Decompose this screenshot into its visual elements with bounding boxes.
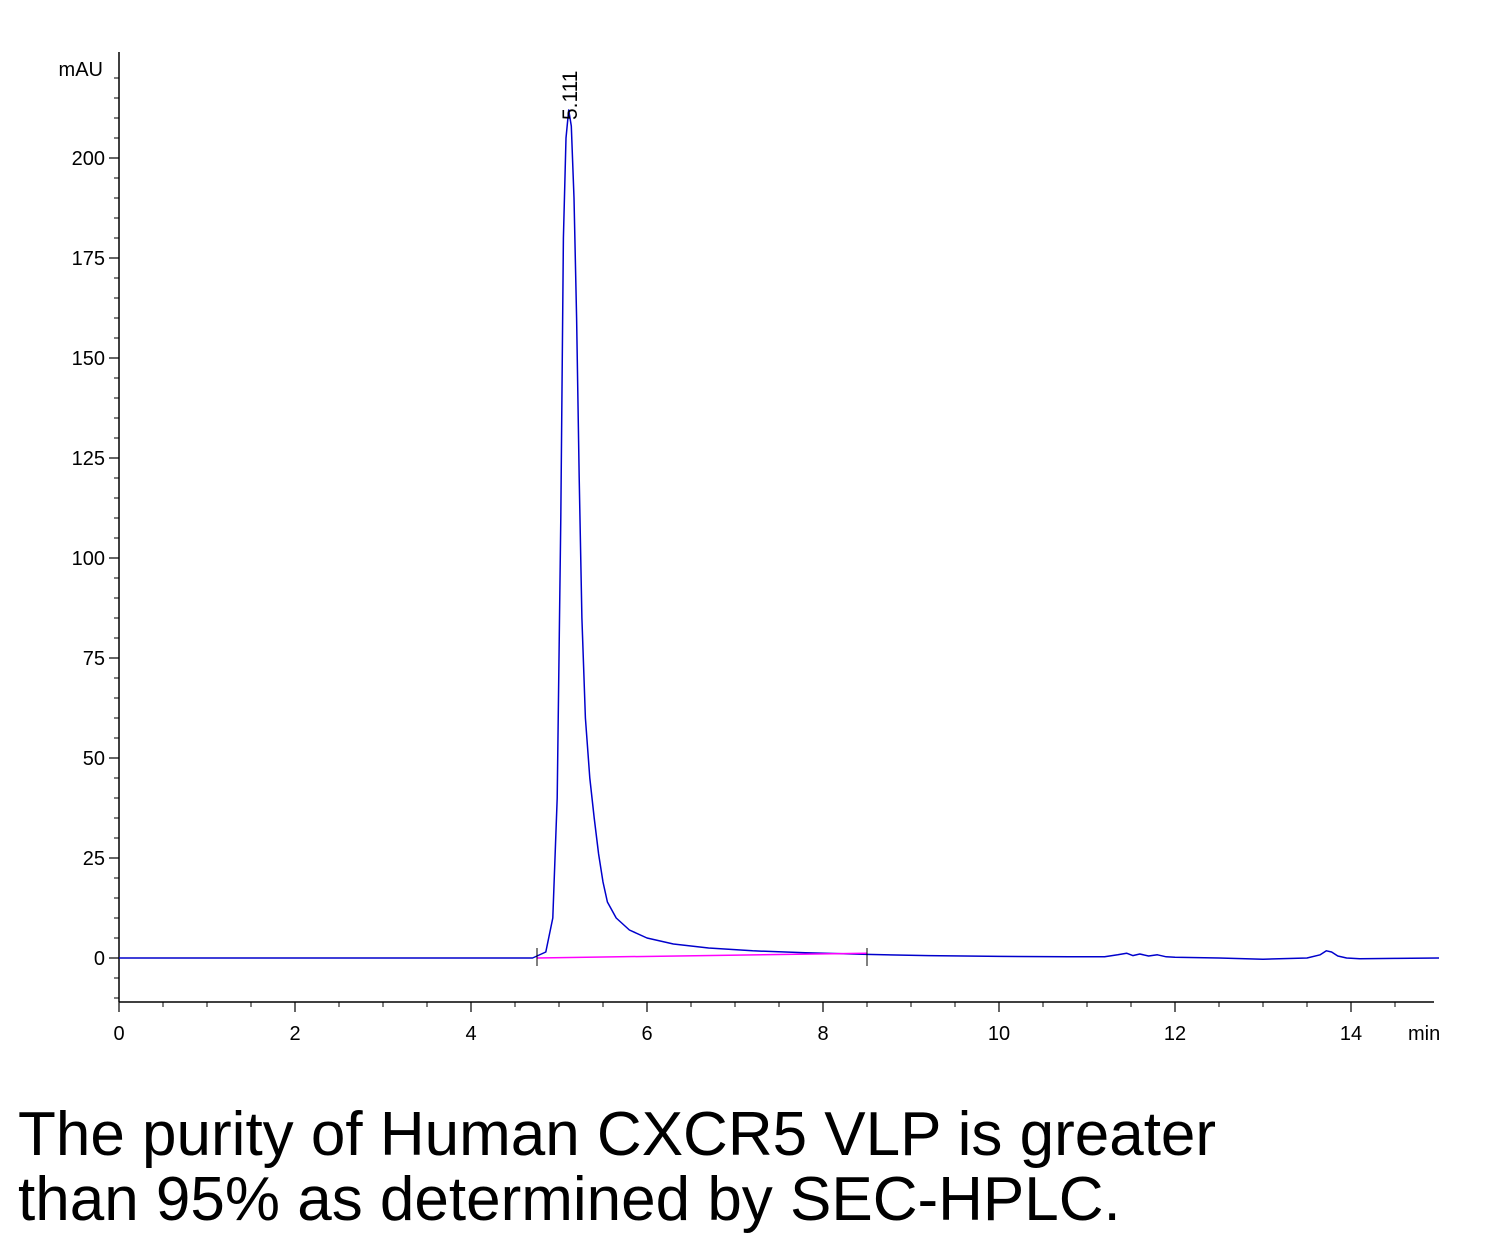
x-tick-label: 8 <box>817 1023 828 1045</box>
caption-line-2: than 95% as determined by SEC-HPLC. <box>18 1165 1121 1235</box>
peak-label: 5.111 <box>559 71 582 120</box>
y-tick-label: 100 <box>72 548 105 570</box>
annotation-layer: 5.111 <box>536 71 868 966</box>
axes: 0 25 50 75 100 125 150 175 200 mAU 0 2 4 6 8 10 12 14 min <box>59 52 1440 1045</box>
x-tick-label: 10 <box>988 1023 1010 1045</box>
y-unit-label: mAU <box>59 59 103 81</box>
x-unit-label: min <box>1408 1023 1440 1045</box>
x-tick-label: 14 <box>1340 1023 1362 1045</box>
y-tick-label: 0 <box>94 948 105 970</box>
caption-line-1: The purity of Human CXCR5 VLP is greater <box>18 1100 1217 1169</box>
y-tick-label: 25 <box>83 848 105 870</box>
y-tick-label: 125 <box>72 448 105 470</box>
x-tick-label: 0 <box>113 1023 124 1045</box>
x-tick-label: 4 <box>465 1023 476 1045</box>
y-tick-label: 50 <box>83 748 105 770</box>
y-tick-label: 175 <box>72 248 105 270</box>
caption: The purity of Human CXCR5 VLP is greater… <box>18 1102 1478 1232</box>
series-line-2 <box>536 952 868 959</box>
x-tick-label: 2 <box>289 1023 300 1045</box>
x-tick-label: 6 <box>641 1023 652 1045</box>
series-line-1 <box>119 109 1440 960</box>
y-tick-label: 75 <box>83 648 105 670</box>
x-tick-label: 12 <box>1164 1023 1186 1045</box>
series-layer <box>119 109 1440 960</box>
y-tick-label: 200 <box>72 148 105 170</box>
y-tick-label: 150 <box>72 348 105 370</box>
